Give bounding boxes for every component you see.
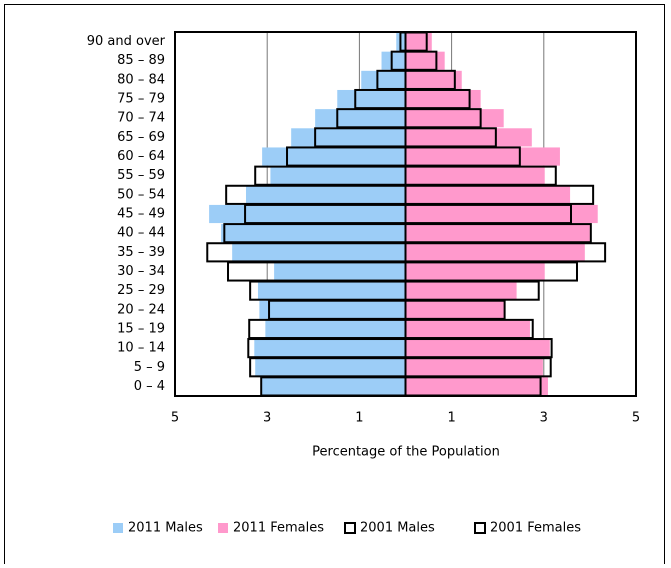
x-tick-label: 5 bbox=[632, 411, 640, 426]
bar bbox=[405, 377, 548, 396]
bar bbox=[381, 51, 406, 70]
bar bbox=[405, 89, 481, 109]
x-tick-label: 3 bbox=[540, 411, 548, 426]
y-tick-label: 30 – 34 bbox=[117, 264, 165, 279]
legend-swatch bbox=[344, 522, 356, 534]
bar bbox=[405, 32, 432, 51]
x-tick-label: 5 bbox=[171, 411, 179, 426]
bar bbox=[259, 300, 406, 319]
y-tick-label: 45 – 49 bbox=[117, 207, 165, 222]
x-tick-label: 1 bbox=[447, 411, 455, 426]
y-tick-label: 35 – 39 bbox=[117, 245, 165, 260]
legend-swatch bbox=[474, 522, 486, 534]
bar bbox=[405, 243, 585, 262]
bar bbox=[405, 262, 545, 281]
bar bbox=[405, 319, 530, 339]
y-tick-label: 10 – 14 bbox=[117, 341, 165, 356]
bar bbox=[405, 109, 504, 128]
x-axis-label: Percentage of the Population bbox=[312, 445, 500, 460]
bar bbox=[405, 128, 532, 147]
y-tick-label: 90 and over bbox=[87, 34, 166, 49]
bar bbox=[405, 51, 445, 70]
bar bbox=[405, 166, 545, 185]
plot-frame bbox=[174, 31, 637, 397]
bar bbox=[405, 70, 462, 89]
legend-swatch bbox=[218, 523, 228, 533]
bar bbox=[405, 339, 550, 358]
bar bbox=[245, 185, 406, 204]
bar bbox=[291, 128, 406, 147]
bar bbox=[232, 243, 406, 262]
bar bbox=[337, 89, 406, 109]
bar bbox=[315, 109, 406, 128]
y-tick-label: 0 – 4 bbox=[134, 379, 165, 394]
y-tick-label: 80 – 84 bbox=[117, 72, 165, 87]
y-tick-label: 60 – 64 bbox=[117, 149, 165, 164]
bar bbox=[221, 224, 406, 243]
bar bbox=[257, 281, 406, 300]
x-tick-label: 1 bbox=[355, 411, 363, 426]
y-tick-label: 5 – 9 bbox=[134, 360, 165, 375]
bar bbox=[265, 319, 406, 339]
bar bbox=[405, 185, 571, 204]
bar bbox=[405, 281, 517, 300]
bar bbox=[254, 339, 406, 358]
y-tick-label: 65 – 69 bbox=[117, 130, 165, 145]
y-tick-label: 70 – 74 bbox=[117, 111, 165, 126]
y-tick-label: 55 – 59 bbox=[117, 168, 165, 183]
bar bbox=[405, 300, 505, 319]
bar bbox=[274, 262, 406, 281]
y-tick-label: 85 – 89 bbox=[117, 53, 165, 68]
bar bbox=[361, 70, 406, 89]
legend-label: 2011 Females bbox=[233, 521, 324, 536]
bar bbox=[405, 224, 590, 243]
legend-label: 2001 Males bbox=[360, 521, 435, 536]
y-tick-label: 50 – 54 bbox=[117, 187, 165, 202]
chart-border bbox=[4, 4, 665, 568]
y-tick-label: 20 – 24 bbox=[117, 302, 165, 317]
bar bbox=[405, 358, 543, 377]
y-tick-label: 75 – 79 bbox=[117, 92, 165, 107]
bar bbox=[405, 147, 560, 166]
legend-label: 2011 Males bbox=[128, 521, 203, 536]
bar bbox=[262, 147, 406, 166]
bar bbox=[405, 204, 598, 224]
bar bbox=[261, 377, 406, 396]
x-tick-label: 3 bbox=[263, 411, 271, 426]
y-tick-label: 40 – 44 bbox=[117, 226, 165, 241]
bar bbox=[270, 166, 406, 185]
legend-swatch bbox=[113, 523, 123, 533]
bar bbox=[255, 358, 406, 377]
y-tick-label: 15 – 19 bbox=[117, 321, 165, 336]
legend-label: 2001 Females bbox=[490, 521, 581, 536]
bar bbox=[209, 204, 406, 224]
y-tick-label: 25 – 29 bbox=[117, 283, 165, 298]
